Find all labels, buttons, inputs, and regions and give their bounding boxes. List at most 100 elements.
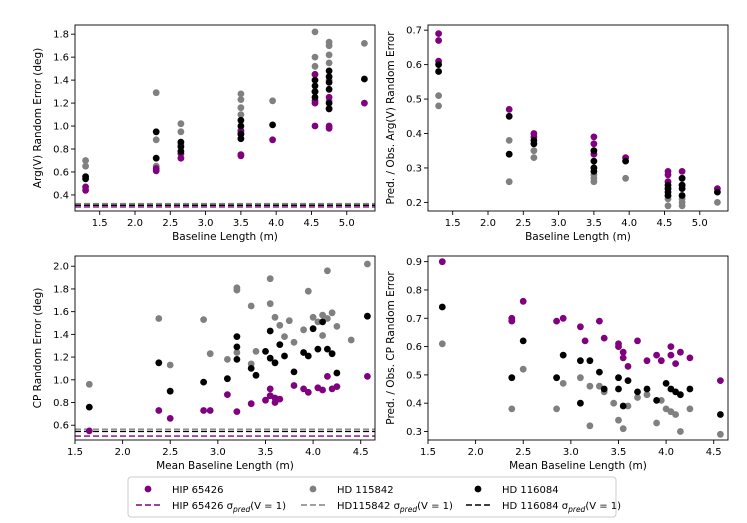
data-point [717, 377, 724, 384]
data-point [262, 348, 269, 355]
data-point [596, 368, 603, 376]
legend-label-tail: (V = 1) [250, 501, 286, 512]
data-point [266, 275, 274, 283]
y-tick-label: 0.7 [406, 26, 422, 37]
data-point [634, 394, 641, 401]
y-tick-label: 1.8 [53, 284, 69, 295]
data-point [717, 411, 724, 418]
data-point [505, 137, 513, 144]
data-point [678, 185, 686, 193]
data-point [664, 192, 672, 199]
data-point [262, 396, 269, 404]
data-point [324, 373, 331, 380]
data-point [290, 368, 298, 376]
data-point [361, 40, 368, 47]
legend-label-tail: (V = 1) [585, 501, 621, 512]
y-tick-label: 0.6 [53, 421, 69, 432]
data-point [325, 51, 333, 59]
data-point [300, 349, 307, 356]
y-tick-label: 1.2 [53, 99, 69, 110]
data-point [200, 378, 208, 386]
data-point [435, 30, 442, 37]
data-point [435, 61, 442, 68]
data-point [271, 359, 279, 367]
legend-label: HD 116084 σpred(V = 1) [502, 501, 621, 514]
x-tick-label: 3.5 [586, 218, 602, 229]
y-tick-label: 1.0 [53, 375, 69, 386]
x-tick-label: 1.5 [420, 447, 436, 458]
data-point [364, 373, 371, 380]
data-point [347, 336, 355, 344]
legend-label-main: HD 116084 σ [502, 501, 569, 512]
data-point [152, 89, 160, 97]
data-point [311, 28, 319, 36]
data-point [85, 380, 93, 388]
data-point [662, 380, 670, 387]
data-point [714, 188, 721, 196]
data-point [311, 88, 319, 95]
data-point [266, 300, 274, 308]
data-point [237, 90, 245, 98]
data-point [364, 260, 371, 268]
data-point [435, 92, 442, 99]
y-tick-label: 1.6 [53, 53, 69, 64]
axes-frame [427, 24, 729, 212]
data-point [672, 411, 679, 418]
data-point [643, 385, 651, 393]
data-point [319, 386, 326, 394]
data-point [311, 62, 319, 70]
legend-label: HD 115842 [337, 485, 394, 496]
data-point [686, 354, 694, 362]
data-point [325, 42, 333, 50]
data-point [311, 93, 319, 101]
axes-frame [74, 255, 376, 441]
data-point [290, 338, 298, 346]
x-tick-label: 4.0 [658, 447, 674, 458]
y-tick-label: 1.8 [53, 30, 69, 41]
legend-box [127, 476, 617, 518]
legend-label-sub: pred [567, 505, 585, 514]
data-point [600, 334, 608, 342]
data-point [276, 321, 284, 329]
data-point [311, 71, 319, 78]
data-point [553, 374, 560, 382]
data-point [438, 258, 446, 266]
x-tick-label: 2.0 [480, 218, 496, 229]
data-point [304, 352, 312, 360]
data-point [206, 350, 214, 358]
data-point [233, 356, 241, 363]
x-tick-label: 2.5 [515, 447, 531, 458]
x-tick-label: 4.5 [304, 218, 320, 229]
data-point [559, 351, 567, 359]
data-point [166, 361, 174, 369]
data-point [269, 97, 276, 105]
data-point [237, 96, 245, 103]
data-point [319, 311, 326, 319]
data-point [667, 351, 675, 359]
data-point [269, 121, 276, 129]
data-point [624, 363, 632, 370]
data-point [276, 395, 284, 403]
axes-frame [427, 255, 729, 441]
data-point [304, 388, 312, 396]
data-point [677, 348, 684, 356]
data-point [664, 202, 672, 210]
data-point [200, 407, 208, 414]
data-point [622, 174, 629, 182]
x-tick-label: 3.0 [198, 218, 214, 229]
data-point [610, 399, 618, 407]
data-point [252, 348, 260, 355]
x-tick-label: 3.5 [258, 447, 274, 458]
data-point [85, 427, 93, 435]
panel-cp-ratio: 1.5 2.0 2.5 3.0 3.5 4.0 4.5 0.3 0.4 0.5 0.6 0.7 0.8 0… [385, 255, 729, 472]
data-point [361, 99, 368, 107]
data-point [590, 133, 598, 141]
data-point [304, 287, 312, 295]
data-point [266, 354, 274, 362]
legend-marker [309, 485, 317, 493]
data-point [247, 365, 255, 372]
data-point [325, 105, 333, 113]
data-point [586, 422, 594, 430]
data-point [590, 168, 598, 175]
data-point [152, 154, 160, 162]
